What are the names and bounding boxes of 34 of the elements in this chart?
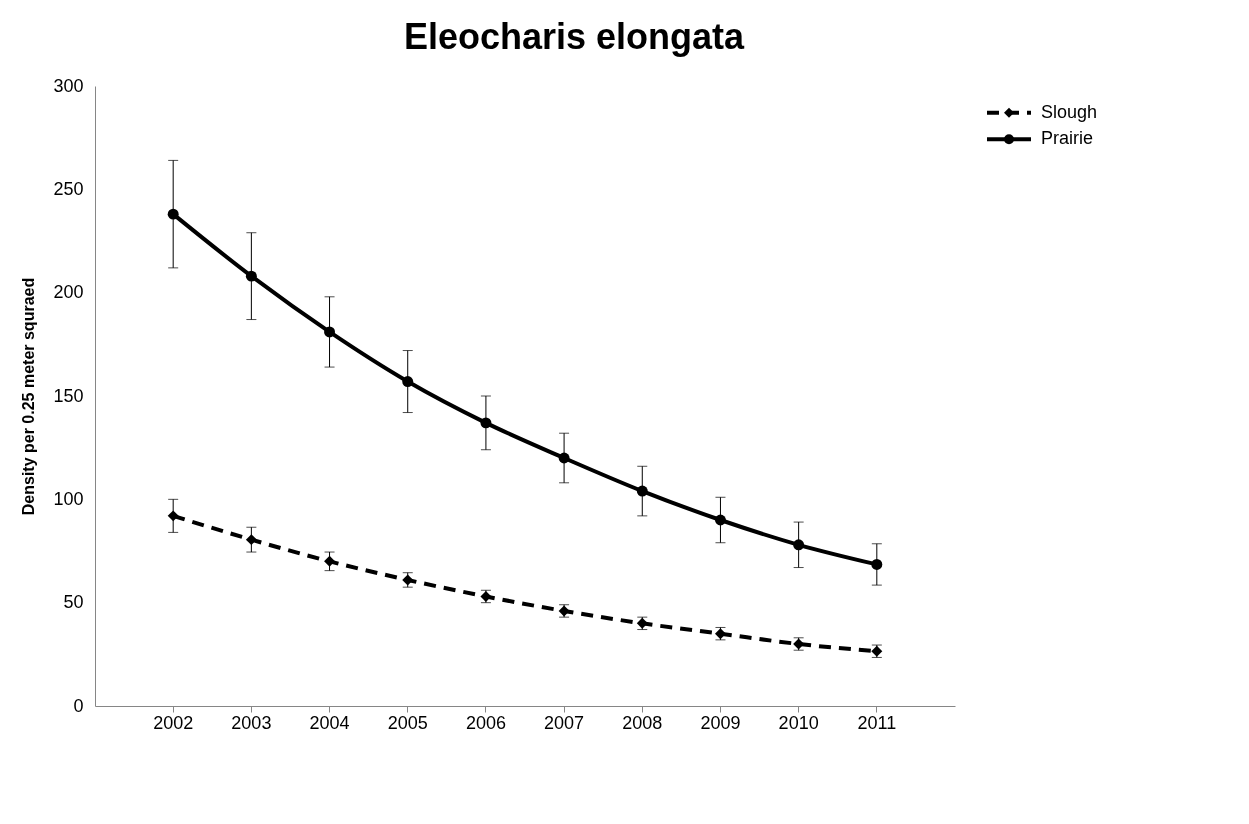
y-tick-label: 0 [73, 695, 84, 716]
point [480, 417, 492, 429]
y-tick-label: 300 [53, 75, 84, 96]
point [245, 534, 257, 546]
y-tick-label: 100 [53, 488, 84, 509]
x-tick-label: 2010 [778, 712, 819, 733]
point [558, 452, 570, 464]
point [714, 514, 726, 526]
x-tick-label: 2007 [544, 712, 585, 733]
point [245, 270, 257, 282]
x-tick-label: 2009 [700, 712, 741, 733]
x-tick-label: 2008 [622, 712, 663, 733]
point [324, 326, 336, 338]
point [636, 485, 648, 497]
y-axis-title: Density per 0.25 meter squraed [20, 277, 38, 516]
y-tick-label: 150 [53, 385, 84, 406]
x-tick-label: 2003 [231, 712, 272, 733]
point [402, 376, 414, 387]
y-tick-label: 250 [53, 178, 84, 199]
legend-label: Slough [1041, 101, 1098, 122]
y-tick-label: 50 [63, 592, 84, 613]
x-tick-label: 2011 [857, 712, 897, 733]
x-tick-label: 2004 [309, 712, 350, 733]
point [793, 539, 805, 551]
y-tick-label: 200 [53, 282, 84, 303]
point [167, 208, 179, 220]
legend-label: Prairie [1041, 128, 1094, 149]
point [324, 555, 336, 567]
point [871, 558, 883, 570]
chart-title: Eleocharis elongata [403, 16, 746, 57]
point [167, 510, 179, 522]
x-tick-label: 2006 [465, 712, 506, 733]
x-tick-label: 2005 [387, 712, 428, 733]
x-tick-label: 2002 [153, 712, 194, 733]
